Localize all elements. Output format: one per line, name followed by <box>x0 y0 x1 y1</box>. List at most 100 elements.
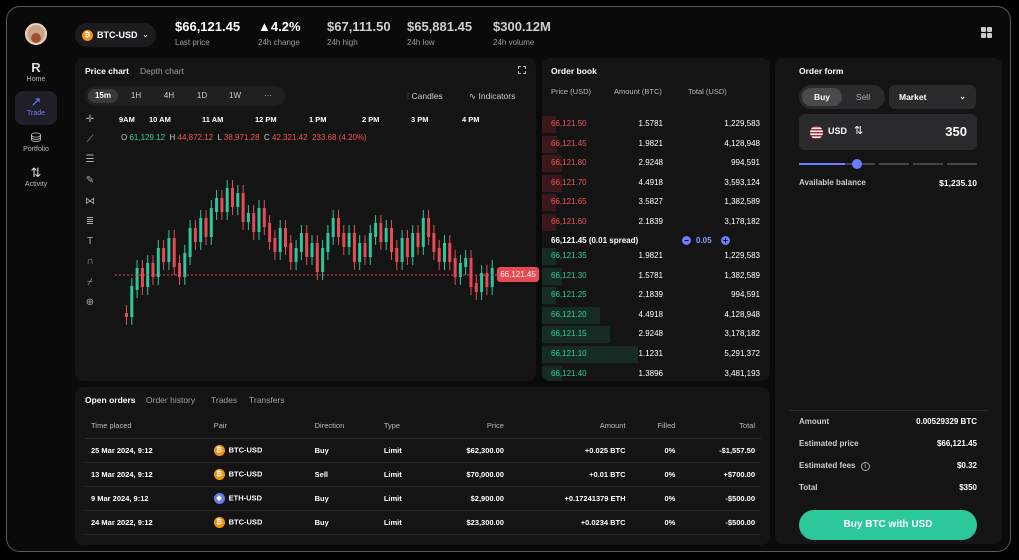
tab-price-chart[interactable]: Price chart <box>85 66 129 76</box>
candles-button[interactable]: ⫶ Candles <box>407 91 443 102</box>
depth-bar <box>542 214 556 231</box>
summary-row: Estimated fees i $0.32 <box>799 461 977 471</box>
order-amount: 1.1231 <box>638 349 663 358</box>
table-cell: +0.01 BTC <box>509 462 632 487</box>
nav-home[interactable]: R Home <box>15 57 57 91</box>
tab-trades[interactable]: Trades <box>211 395 238 405</box>
table-row[interactable]: 24 Mar 2022, 9:12 ₿ BTC-USD Buy Limit $23,300… <box>85 510 761 535</box>
timeframe-4h[interactable]: 4H <box>163 91 175 100</box>
currency-label: USD <box>828 126 848 136</box>
order-amount: 2.9248 <box>638 158 663 168</box>
zoom-icon[interactable]: ⊕ <box>85 297 95 308</box>
candle-body <box>305 233 309 257</box>
order-type-select[interactable]: Market ⌄ <box>889 85 976 109</box>
swap-icon[interactable]: ⇅ <box>854 125 864 137</box>
amount-slider[interactable] <box>799 159 977 169</box>
table-cell: +0.17241379 ETH <box>509 486 632 511</box>
pattern-icon[interactable]: ⋈ <box>85 196 95 207</box>
order-total: 4,128,948 <box>724 309 760 319</box>
lines-icon[interactable]: ☰ <box>85 154 95 165</box>
order-book-title: Order book <box>551 66 597 76</box>
order-book-row[interactable]: 66,121.35 1.9821 1,229,583 <box>542 246 770 266</box>
order-price: 66,121.70 <box>551 177 587 187</box>
expand-icon[interactable] <box>518 66 526 74</box>
order-book-row[interactable]: 66,121.10 1.1231 5,291,372 <box>542 344 770 364</box>
nav-portfolio[interactable]: ⛁ Portfolio <box>15 127 57 161</box>
sell-tab[interactable]: Sell <box>855 92 871 102</box>
order-price: 66,121.80 <box>551 158 587 168</box>
nav-activity[interactable]: ⇅ Activity <box>15 162 57 196</box>
table-cell: 0% <box>631 486 682 511</box>
timeframe-15m[interactable]: 15m <box>88 89 118 103</box>
tab-transfers[interactable]: Transfers <box>249 395 285 405</box>
candlestick-chart[interactable] <box>75 58 536 381</box>
order-price: 66,121.25 <box>551 290 587 300</box>
order-book-row[interactable]: 66,121.60 2.1839 3,178,182 <box>542 212 770 232</box>
order-book-row[interactable]: 66,121.50 1.5781 1,229,583 <box>542 114 770 134</box>
grid-icon[interactable] <box>981 27 992 38</box>
buy-tab[interactable]: Buy <box>802 88 842 106</box>
minus-icon[interactable]: − <box>682 236 691 245</box>
plus-icon[interactable]: + <box>721 236 730 245</box>
order-amount: 1.5781 <box>638 119 663 128</box>
slider-handle[interactable] <box>852 159 862 169</box>
indicators-button[interactable]: ∿ Indicators <box>469 91 515 102</box>
depth-bar <box>542 365 562 381</box>
stat-value: ▲4.2% <box>258 19 301 34</box>
ohlc-high: 44,872.12 <box>177 133 214 142</box>
order-book-row[interactable]: 66,121.70 4.4918 3,593,124 <box>542 173 770 193</box>
order-book-row[interactable]: 66,121.15 2.9248 3,178,182 <box>542 324 770 344</box>
nav-label: Home <box>26 76 46 83</box>
buy-button[interactable]: Buy BTC with USD <box>799 510 977 540</box>
table-cell: -$1,557.50 <box>681 438 761 463</box>
timeframe-1h[interactable]: 1H <box>130 91 142 100</box>
orders-table-wrap: Time placed Pair Direction Type Price Amount F… <box>85 414 761 535</box>
text-icon[interactable]: T <box>86 236 94 247</box>
table-cell: 0% <box>631 438 682 463</box>
tab-depth-chart[interactable]: Depth chart <box>140 66 184 76</box>
candle-body <box>220 198 224 212</box>
trendline-icon[interactable]: ⟋ <box>86 134 94 145</box>
chevron-down-icon: ⌄ <box>142 32 149 39</box>
logo-icon: R <box>31 60 41 75</box>
summary-row: Amount 0.00529329 BTC <box>799 417 977 426</box>
tab-order-history[interactable]: Order history <box>146 395 196 405</box>
order-total: 994,591 <box>731 158 760 168</box>
order-book-row[interactable]: 66,121.25 2.1839 994,591 <box>542 285 770 305</box>
candle-body <box>379 223 383 242</box>
candle-body <box>188 228 192 257</box>
table-row[interactable]: 9 Mar 2024, 9:12 ◆ ETH-USD Buy Limit $2,900.0… <box>85 486 761 511</box>
table-cell: ₿ BTC-USD <box>207 462 309 487</box>
magnet-icon[interactable]: ∩ <box>86 256 94 267</box>
table-row[interactable]: 25 Mar 2024, 9:12 ₿ BTC-USD Buy Limit $62,300… <box>85 438 761 463</box>
orders-panel: Open orders Order history Trades Transfe… <box>75 387 770 545</box>
col-price: Price (USD) <box>551 87 592 96</box>
info-icon[interactable]: i <box>860 462 870 471</box>
tab-open-orders[interactable]: Open orders <box>85 395 136 405</box>
pair-selector[interactable]: ₿ BTC-USD ⌄ <box>75 23 156 47</box>
candle-body <box>183 253 187 277</box>
nav-trade[interactable]: ↗ Trade <box>15 91 57 125</box>
order-book-row[interactable]: 66,121.30 1.5781 1,382,589 <box>542 266 770 286</box>
timeframe-more[interactable]: ··· <box>264 91 272 100</box>
avatar[interactable] <box>25 23 47 45</box>
amount-input[interactable]: USD ⇅ 350 <box>799 114 977 150</box>
order-total: 1,229,583 <box>724 119 760 128</box>
fib-icon[interactable]: ≣ <box>85 216 95 227</box>
order-book-row[interactable]: 66,121.20 4.4918 4,128,948 <box>542 305 770 325</box>
timeframe-1d[interactable]: 1D <box>196 91 208 100</box>
stat-label: 24h change <box>258 38 300 47</box>
order-book-row[interactable]: 66,121.45 1.9821 4,128,948 <box>542 134 770 154</box>
timeframe-1w[interactable]: 1W <box>229 91 241 100</box>
table-cell: +0.025 BTC <box>509 438 632 463</box>
table-row[interactable]: 13 Mar 2024, 9:12 ₿ BTC-USD Sell Limit $70,00… <box>85 462 761 487</box>
table-cell: $23,300.00 <box>427 510 510 535</box>
order-book-row[interactable]: 66,121.80 2.9248 994,591 <box>542 153 770 173</box>
brush-icon[interactable]: ✎ <box>85 175 95 186</box>
order-book-panel: Order book Price (USD) Amount (BTC) Tota… <box>542 58 770 381</box>
ruler-icon[interactable]: ⌿ <box>87 277 93 288</box>
order-book-row[interactable]: 66,121.40 1.3896 3,481,193 <box>542 364 770 381</box>
app-window: R Home ↗ Trade ⛁ Portfolio ⇅ Activity ₿ BTC-U… <box>6 6 1011 552</box>
order-book-row[interactable]: 66,121.65 3.5827 1,382,589 <box>542 192 770 212</box>
crosshair-icon[interactable]: ✛ <box>85 114 95 125</box>
